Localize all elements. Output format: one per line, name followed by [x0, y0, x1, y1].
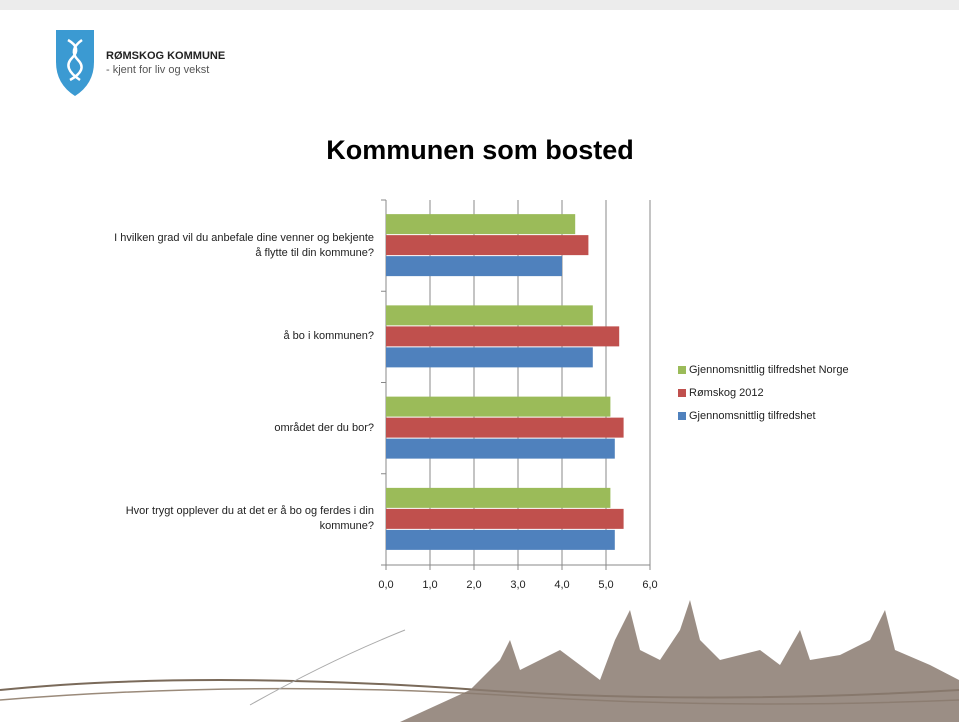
chart-title: Kommunen som bosted	[326, 135, 634, 165]
legend-swatch	[678, 389, 686, 397]
logo-shield	[56, 30, 94, 96]
logo-name: RØMSKOG KOMMUNE	[106, 50, 225, 62]
y-tick-label: området der du bor?	[114, 421, 374, 436]
bar	[386, 509, 624, 529]
bar	[386, 305, 593, 325]
bar	[386, 256, 562, 276]
y-tick-label: Hvor trygt opplever du at det er å bo og…	[114, 504, 374, 534]
bar	[386, 326, 619, 346]
x-tick-label: 3,0	[510, 579, 525, 591]
bar	[386, 235, 588, 255]
bar	[386, 214, 575, 234]
x-tick-label: 4,0	[554, 579, 569, 591]
y-tick-label: I hvilken grad vil du anbefale dine venn…	[114, 231, 374, 261]
landscape	[0, 600, 959, 722]
y-tick-label: å bo i kommunen?	[114, 329, 374, 344]
bar	[386, 397, 610, 417]
bar	[386, 347, 593, 367]
bar	[386, 488, 610, 508]
x-tick-label: 6,0	[642, 579, 657, 591]
legend-swatch	[678, 366, 686, 374]
logo-tagline: - kjent for liv og vekst	[106, 64, 209, 76]
chart: RØMSKOG KOMMUNE - kjent for liv og vekst…	[0, 0, 959, 722]
legend-label: Rømskog 2012	[689, 387, 764, 399]
x-tick-label: 2,0	[466, 579, 481, 591]
x-tick-label: 5,0	[598, 579, 613, 591]
top-band	[0, 0, 959, 10]
legend-swatch	[678, 412, 686, 420]
x-tick-label: 1,0	[422, 579, 437, 591]
bar	[386, 418, 624, 438]
bar	[386, 439, 615, 459]
bar	[386, 530, 615, 550]
slide: RØMSKOG KOMMUNE - kjent for liv og vekst…	[0, 0, 959, 722]
legend-label: Gjennomsnittlig tilfredshet Norge	[689, 364, 849, 376]
x-tick-label: 0,0	[378, 579, 393, 591]
legend-label: Gjennomsnittlig tilfredshet	[689, 410, 816, 422]
